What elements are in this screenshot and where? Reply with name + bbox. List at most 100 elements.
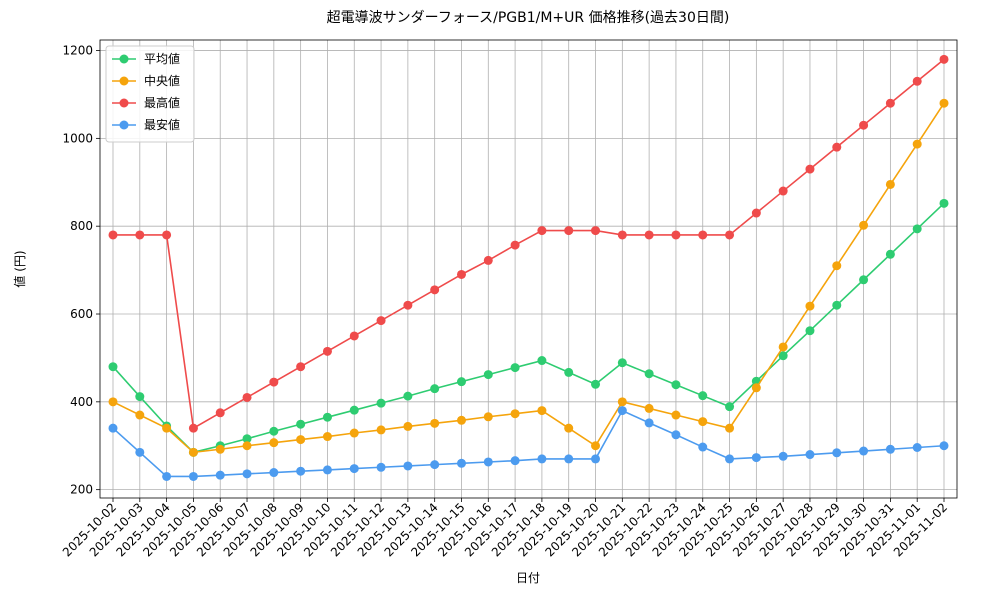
data-point [564,454,574,464]
data-point [537,454,547,464]
data-point [430,285,440,295]
data-point [885,98,895,108]
data-point [698,391,708,401]
data-point [510,409,520,419]
data-point [832,300,842,310]
data-point [242,469,252,479]
data-point [885,249,895,259]
data-point [832,448,842,458]
data-point [403,391,413,401]
data-point [671,380,681,390]
data-point [537,406,547,416]
data-point [537,356,547,366]
data-point [885,179,895,189]
series-line [113,58,945,430]
data-point [403,461,413,471]
data-point [671,230,681,240]
data-point [188,447,198,457]
y-tick-label: 600 [70,307,93,321]
data-point [403,421,413,431]
data-point [242,434,252,444]
data-point [376,462,386,472]
data-point [269,377,279,387]
data-point [591,226,601,236]
data-point [108,397,118,407]
legend-box [105,45,195,143]
data-point [135,447,145,457]
data-point [269,426,279,436]
data-point [859,120,869,130]
data-point [430,384,440,394]
data-point [617,406,627,416]
data-point [805,326,815,336]
data-point [644,369,654,379]
data-point [456,269,466,279]
data-point [269,468,279,478]
data-point [322,412,332,422]
data-point [242,392,252,402]
data-point [349,464,359,474]
data-point [322,465,332,475]
data-point [456,377,466,387]
data-point [751,383,761,393]
data-point [617,397,627,407]
data-point [778,186,788,196]
data-point [617,230,627,240]
data-point [912,443,922,453]
data-point [376,425,386,435]
data-point [483,412,493,422]
data-point [349,428,359,438]
data-point [644,230,654,240]
data-point [510,240,520,250]
legend-marker [119,120,129,130]
data-point [162,423,172,433]
data-point [296,466,306,476]
data-point [349,331,359,341]
legend-marker [119,54,129,64]
data-point [537,226,547,236]
data-point [108,362,118,372]
series-line [112,102,945,454]
data-point [430,418,440,428]
data-point [269,438,279,448]
data-point [135,230,145,240]
data-point [671,430,681,440]
data-point [510,363,520,373]
data-point [483,255,493,265]
data-point [296,362,306,372]
legend-label: 中央値 [144,73,180,88]
legend-marker [119,76,129,86]
data-point [162,230,172,240]
data-point [912,224,922,234]
data-point [296,435,306,445]
data-point [832,142,842,152]
data-point [751,208,761,218]
data-point [591,441,601,451]
x-axis-label: 日付 [516,571,540,585]
y-tick-label: 1000 [62,131,93,145]
y-tick-label: 1200 [62,44,93,58]
data-point [162,471,172,481]
data-point [322,432,332,442]
data-point [912,76,922,86]
data-point [188,471,198,481]
data-point [242,441,252,451]
data-point [564,367,574,377]
data-point [778,342,788,352]
data-point [912,139,922,149]
data-point [376,398,386,408]
data-point [188,423,198,433]
data-point [456,415,466,425]
grid [100,40,957,498]
data-point [805,164,815,174]
data-point [859,275,869,285]
data-point [778,451,788,461]
data-point [671,410,681,420]
plot-frame [99,39,958,499]
data-point [939,441,949,451]
data-point [698,442,708,452]
data-point [725,423,735,433]
data-point [725,454,735,464]
